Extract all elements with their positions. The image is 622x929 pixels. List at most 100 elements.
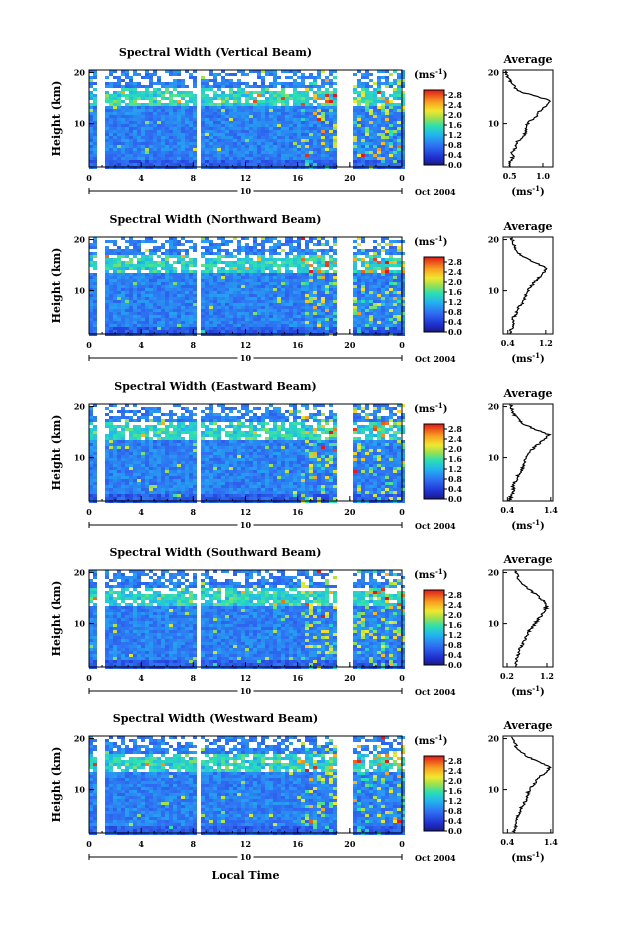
heatmap-cell [193,261,197,264]
heatmap-cell [137,246,141,249]
heatmap-cell [209,321,213,324]
heatmap-cell [329,94,333,97]
heatmap-cell [237,428,241,431]
heatmap-cell [233,419,237,422]
heatmap-cell [129,428,133,431]
heatmap-cell [237,82,241,85]
heatmap-cell [189,151,193,154]
heatmap-cell [241,112,245,115]
heatmap-cell [241,70,245,73]
heatmap-cell [181,437,185,440]
heatmap-cell [225,103,229,106]
heatmap-cell [145,431,149,434]
heatmap-cell [301,79,305,82]
heatmap-cell [289,154,293,157]
heatmap-cell [193,315,197,318]
heatmap-cell [353,428,357,431]
heatmap-cell [245,103,249,106]
heatmap-cell [369,428,373,431]
heatmap-cell [373,142,377,145]
heatmap-cell [121,264,125,267]
heatmap-cell [137,297,141,300]
heatmap-cell [321,136,325,139]
heatmap-cell [265,306,269,309]
heatmap-cell [377,157,381,160]
average-frame [502,69,554,168]
heatmap-cell [357,249,361,252]
heatmap-cell [257,130,261,133]
heatmap-cell [393,422,397,425]
heatmap-cell [137,73,141,76]
heatmap-cell [201,121,205,124]
heatmap-cell [289,109,293,112]
heatmap-cell [237,252,241,255]
heatmap-cell [245,145,249,148]
heatmap-cell [225,157,229,160]
heatmap-cell [233,309,237,312]
heatmap-cell [265,118,269,121]
heatmap-cell [201,94,205,97]
heatmap-cell [161,276,165,279]
heatmap-cell [249,127,253,130]
heatmap-cell [269,103,273,106]
heatmap-cell [209,115,213,118]
heatmap-cell [173,279,177,282]
heatmap-cell [169,160,173,163]
heatmap-cell [89,106,93,109]
heatmap-cell [93,261,97,264]
heatmap-cell [161,306,165,309]
heatmap-cell [297,85,301,88]
heatmap-cell [225,139,229,142]
heatmap-cell [373,425,377,428]
heatmap-cell [93,115,97,118]
heatmap-cell [229,321,233,324]
heatmap-cell [393,321,397,324]
heatmap-cell [153,94,157,97]
heatmap-cell [321,160,325,163]
heatmap-cell [185,431,189,434]
heatmap-cell [113,303,117,306]
heatmap-cell [137,303,141,306]
heatmap-cell [129,103,133,106]
heatmap-cell [157,109,161,112]
heatmap-cell [161,106,165,109]
heatmap-cell [329,109,333,112]
heatmap-cell [353,133,357,136]
heatmap-cell [265,97,269,100]
heatmap-cell [89,419,93,422]
heatmap-cell [261,327,265,330]
heatmap-cell [213,243,217,246]
heatmap-cell [217,118,221,121]
heatmap-cell [389,261,393,264]
heatmap-cell [205,240,209,243]
heatmap-cell [93,297,97,300]
heatmap-cell [325,112,329,115]
colorbar-tick-label: 1.2 [448,130,462,140]
heatmap-cell [149,261,153,264]
heatmap-cell [201,309,205,312]
heatmap-cell [321,297,325,300]
heatmap-cell [229,133,233,136]
heatmap-cell [165,327,169,330]
heatmap-cell [313,434,317,437]
heatmap-cell [365,327,369,330]
heatmap-cell [365,76,369,79]
day-label-bg [237,353,254,362]
heatmap-cell [257,160,261,163]
heatmap-cell [221,297,225,300]
heatmap-cell [277,267,281,270]
heatmap-cell [161,321,165,324]
heatmap-cell [157,434,161,437]
heatmap-cell [153,73,157,76]
heatmap-cell [113,273,117,276]
heatmap-cell [269,297,273,300]
heatmap-cell [333,109,337,112]
heatmap-cell [169,94,173,97]
heatmap-cell [257,330,261,333]
heatmap-cell [365,97,369,100]
heatmap-cell [357,413,361,416]
heatmap-cell [213,118,217,121]
heatmap-cell [253,276,257,279]
heatmap-cell [269,82,273,85]
